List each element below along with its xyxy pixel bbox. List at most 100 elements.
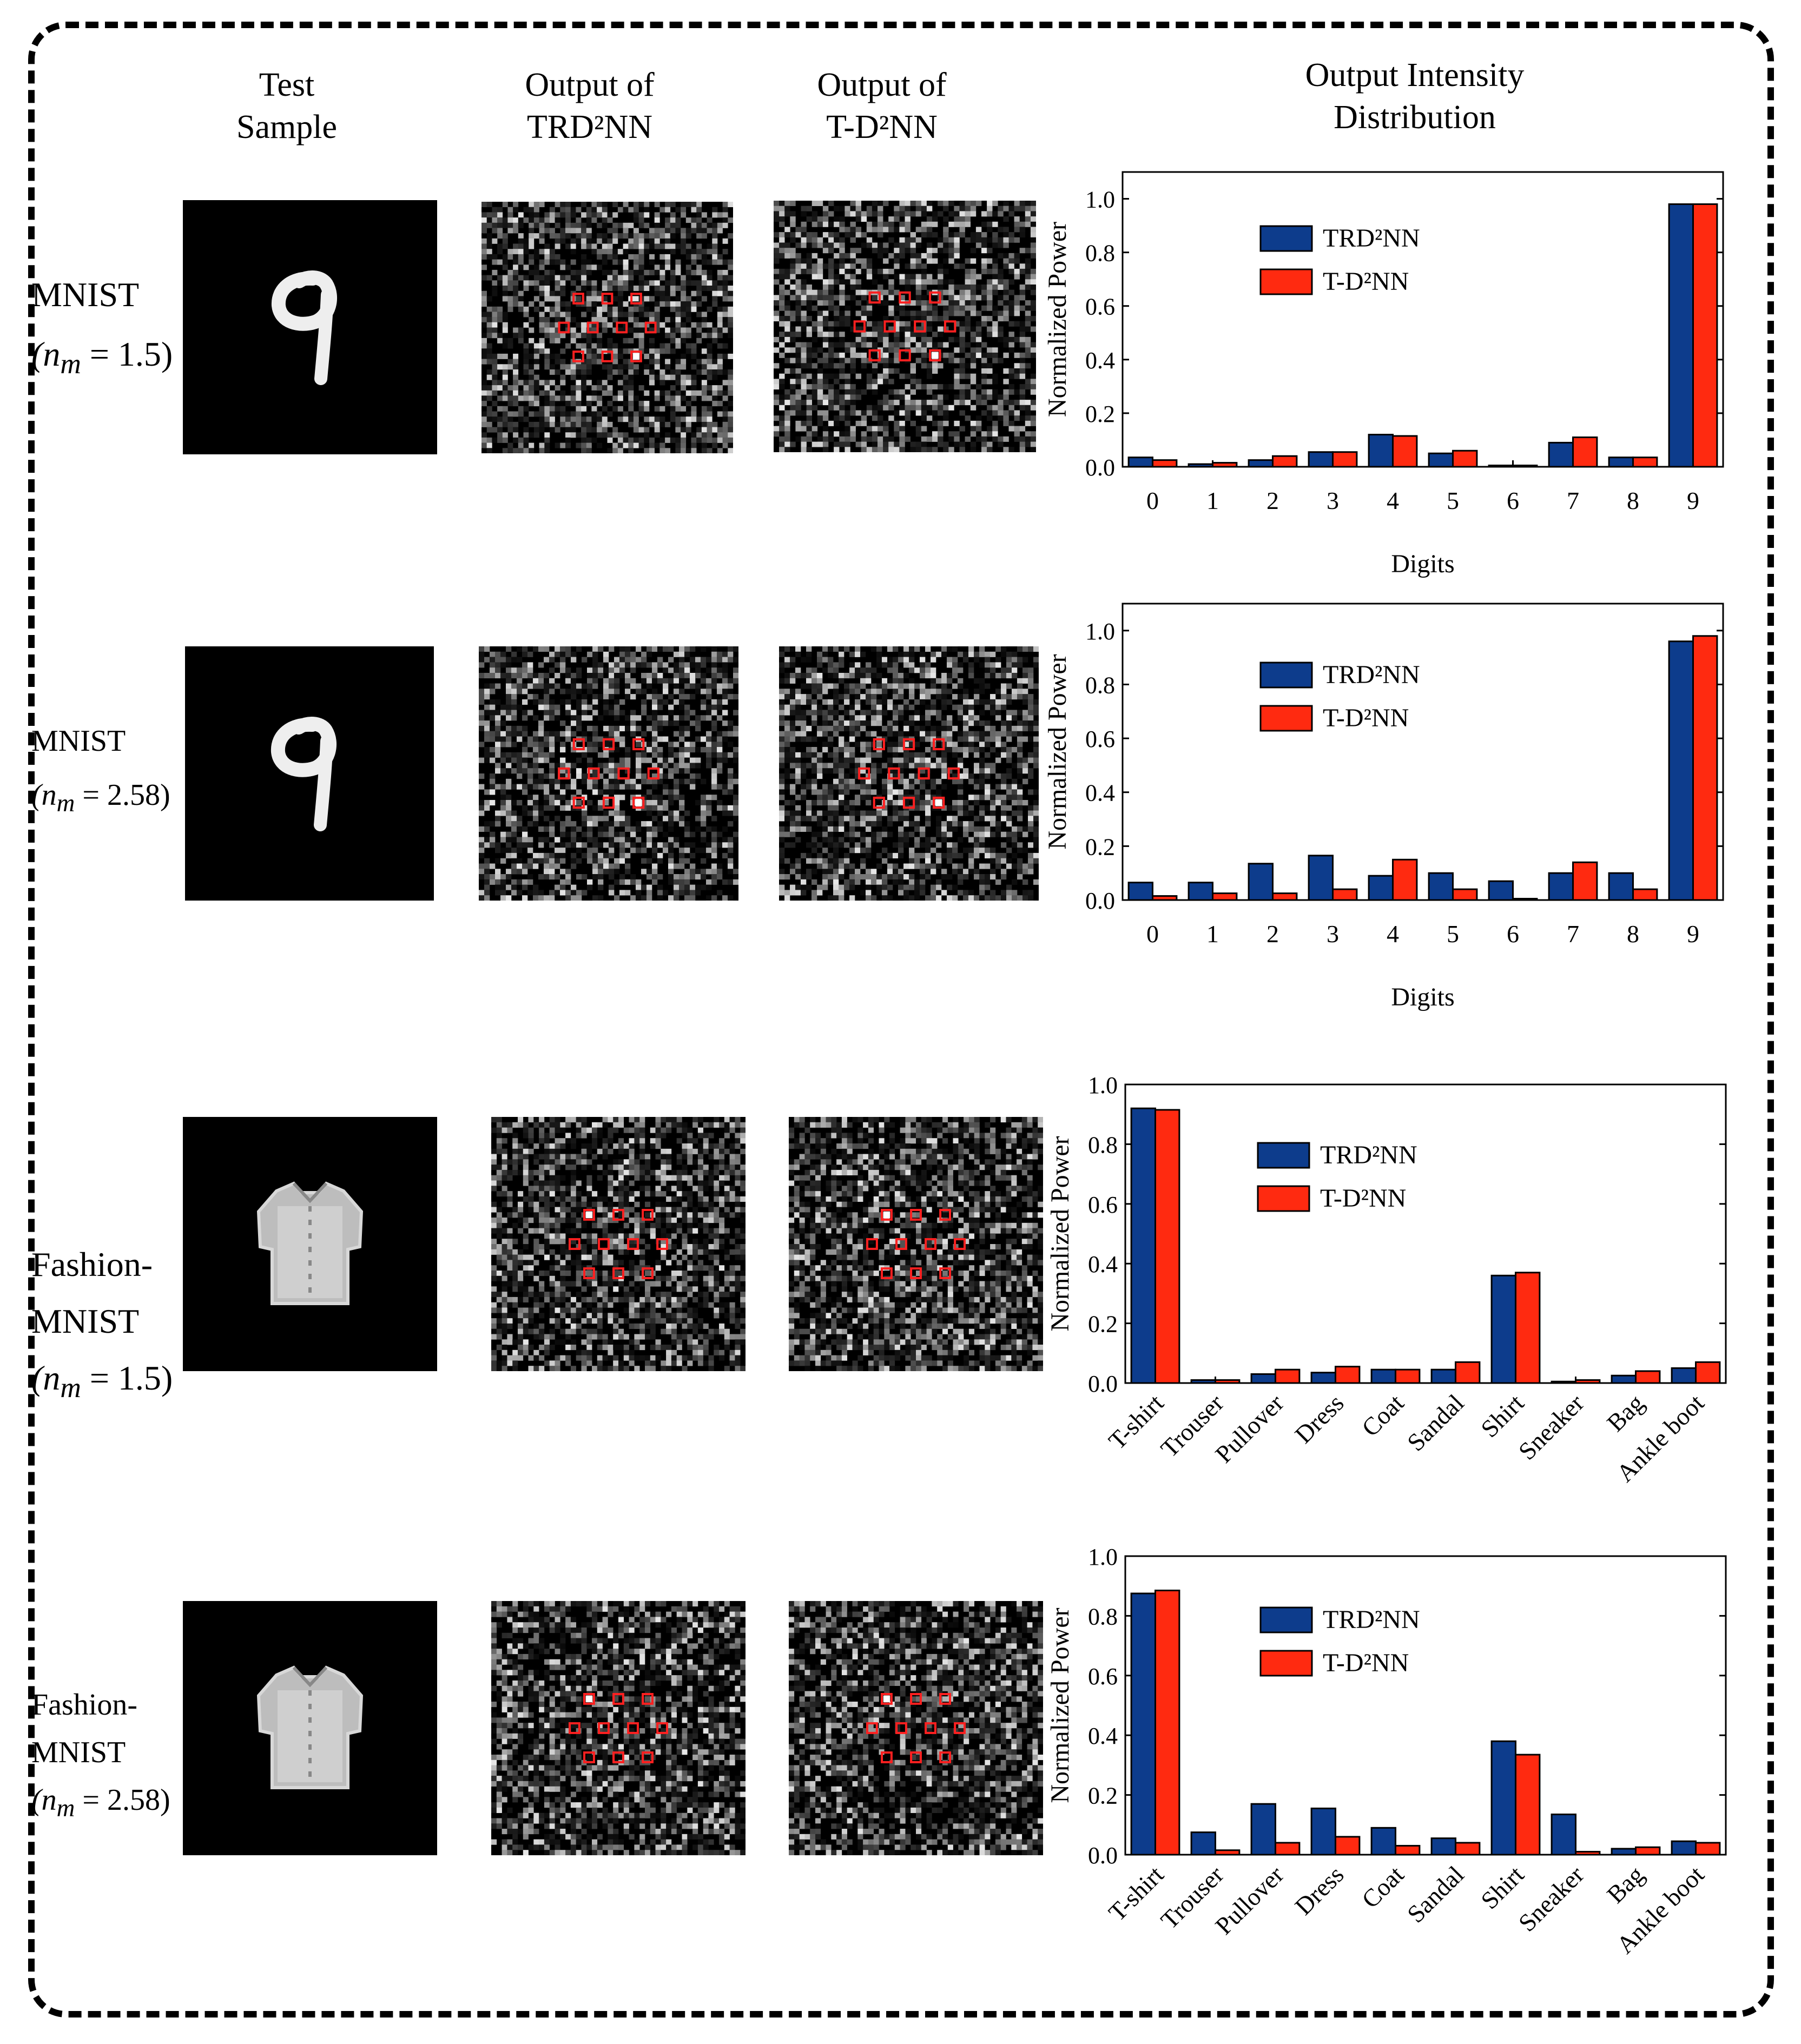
legend-swatch <box>1259 1650 1313 1677</box>
detector-region <box>612 1751 624 1763</box>
plot-area <box>1121 603 1724 901</box>
detector-region <box>910 1267 922 1279</box>
y-tick-label: 0.2 <box>1088 1311 1118 1338</box>
y-tick-label: 0.6 <box>1088 1663 1118 1690</box>
detector-region <box>583 1693 595 1705</box>
detector-region <box>925 1722 936 1734</box>
bar <box>1608 457 1634 468</box>
x-tick-label: Bag <box>1601 1861 1649 1908</box>
tshirt-button <box>308 1771 312 1777</box>
y-tick-label: 0.6 <box>1085 294 1115 320</box>
x-tick-label: Sneaker <box>1513 1389 1589 1465</box>
bar <box>1452 888 1478 901</box>
detector-region <box>601 293 613 305</box>
detector-region <box>866 1238 878 1250</box>
tshirt-glyph <box>256 1181 364 1305</box>
detector-hotspot <box>931 352 939 359</box>
x-tick-label: 6 <box>1507 487 1519 514</box>
detector-region <box>895 1722 907 1734</box>
detector-region <box>616 321 628 334</box>
bar <box>1490 1740 1516 1856</box>
legend-label: T-D²NN <box>1323 267 1409 296</box>
bar <box>1130 1592 1157 1856</box>
bar <box>1335 1366 1361 1384</box>
digit-loop <box>271 717 337 777</box>
bar <box>1490 1274 1516 1384</box>
plot-area <box>1124 1083 1727 1384</box>
bar <box>1250 1373 1277 1384</box>
bar <box>1668 203 1694 468</box>
tshirt-button <box>308 1744 312 1750</box>
row-label-value: = 1.5) <box>81 1359 173 1397</box>
bar <box>1212 892 1238 901</box>
bar <box>1572 436 1598 468</box>
detector-region <box>918 767 930 780</box>
y-tick-label: 0.8 <box>1088 1132 1118 1158</box>
bar <box>1488 880 1514 901</box>
tshirt-button <box>308 1274 312 1279</box>
bar <box>1368 875 1394 901</box>
detector-region <box>642 1693 654 1705</box>
x-tick-label: Sandal <box>1402 1389 1469 1457</box>
header-td2nn-output: Output of T-D²NN <box>817 67 947 145</box>
speckle-noise <box>491 1601 746 1855</box>
td2nn-output-image <box>774 201 1036 452</box>
tshirt-button <box>308 1247 312 1252</box>
speckle-noise <box>481 202 733 453</box>
bar <box>1215 1379 1241 1384</box>
bar <box>1488 465 1514 468</box>
bar <box>1212 462 1238 468</box>
bar <box>1692 635 1718 901</box>
bar <box>1272 455 1298 468</box>
tshirt-collar <box>292 1666 328 1688</box>
bar <box>1250 1803 1277 1856</box>
bar <box>1452 449 1478 468</box>
y-tick-label: 0.4 <box>1085 780 1115 806</box>
detector-region <box>947 767 960 780</box>
detector-region <box>583 1751 595 1763</box>
y-tick-label: 0.0 <box>1088 1371 1118 1397</box>
row-label-value: = 2.58) <box>75 778 170 812</box>
plot-area <box>1121 171 1724 468</box>
detector-region <box>881 1693 893 1705</box>
detector-region <box>617 767 630 780</box>
detector-region <box>656 1722 669 1734</box>
row-label-index: (n <box>31 335 61 373</box>
detector-hotspot <box>585 1695 593 1703</box>
bar <box>1368 434 1394 468</box>
x-tick-label: 3 <box>1327 487 1339 514</box>
bar <box>1428 872 1454 901</box>
bar <box>1548 441 1574 468</box>
detector-region <box>883 320 896 333</box>
detector-region <box>933 738 945 751</box>
bar <box>1272 892 1298 901</box>
detector-region <box>910 1693 922 1705</box>
detector-region <box>888 767 900 780</box>
row-label-index: (n <box>31 778 57 812</box>
detector-hotspot <box>935 799 942 806</box>
row-label-index: (n <box>31 1783 57 1817</box>
detector-region <box>558 321 570 334</box>
detector-region <box>572 738 585 751</box>
bar <box>1332 451 1358 468</box>
x-tick-label: Coat <box>1356 1861 1409 1914</box>
row-label-sub: m <box>60 1371 81 1404</box>
bar <box>1188 882 1214 901</box>
bar <box>1515 1272 1541 1384</box>
bar-chart-mnist-2.58: 0.0 0.2 0.4 0.6 0.8 1.0 Normalized Power 0 1 2 3 4 5… <box>1043 603 1724 1011</box>
plot-area <box>1124 1555 1727 1856</box>
x-tick-label: 7 <box>1567 487 1579 514</box>
bar <box>1152 895 1178 901</box>
bar <box>1575 1379 1601 1384</box>
bar <box>1632 457 1658 468</box>
y-tick-label: 0.0 <box>1085 454 1115 481</box>
x-tick-label: 8 <box>1627 920 1639 948</box>
detector-region <box>881 1751 893 1763</box>
bar <box>1430 1368 1456 1384</box>
x-tick-label: Shirt <box>1475 1389 1529 1443</box>
tshirt-button <box>308 1758 312 1763</box>
detector-region <box>572 350 584 362</box>
x-tick-label: Dress <box>1289 1861 1349 1920</box>
